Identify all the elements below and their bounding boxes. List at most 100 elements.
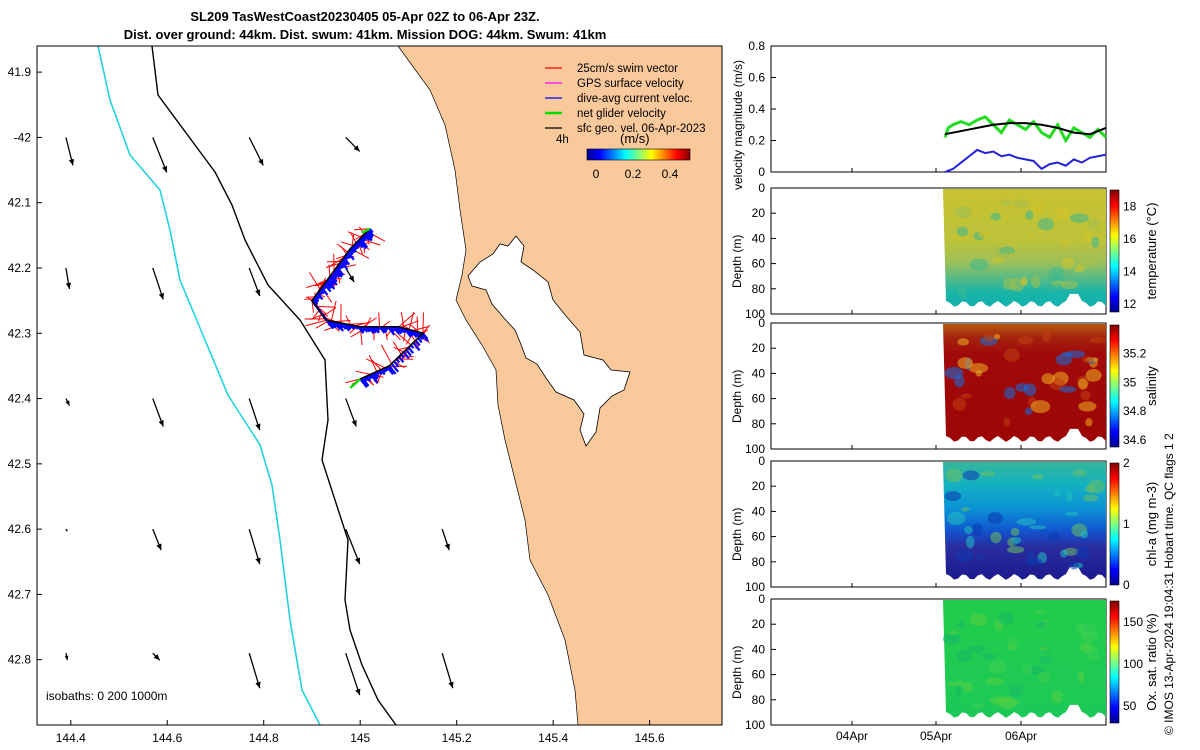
current-vector [65,137,75,166]
current-vector [345,136,361,152]
map-x-tick-label: 144.6 [152,731,182,745]
map-x-ticks: 144.4 144.6 144.8 145 145.2 145.4 145.6 [56,720,665,745]
legend-gps: GPS surface velocity [577,78,684,90]
current-vector [65,267,72,290]
current-vector [152,528,162,551]
map-y-tick-label: 42.4 [8,392,32,406]
current-vector [152,652,161,661]
map-y-tick-label: 42.3 [8,326,32,340]
heatmap-colorbar [1109,189,1120,313]
legend-dive: dive-avg current veloc. [577,93,693,105]
heatmap-colorbar [1109,324,1120,448]
current-vector [64,653,69,661]
heatmap-y-tick-label: 0 [758,316,765,330]
map-y-tick-label: -42 [14,130,32,144]
heatmap-y-tick-label: 60 [752,668,766,682]
colorbar-tick-0: 0 [593,167,600,181]
heatmap-y-tick-label: 0 [758,592,765,606]
current-vector [345,528,361,565]
heatmap-y-tick-label: 40 [752,642,766,656]
heatmap-y-tick-label: 60 [752,392,766,406]
coastline [397,45,579,726]
map-y-tick-label: 42.8 [8,653,32,667]
heatmap-y-tick-label: 100 [745,718,765,732]
net-velocity-arrow-start [361,227,371,234]
lake [467,235,631,447]
current-vector [248,267,261,297]
time-tick-2: 06Apr [1005,729,1037,743]
current-vector [248,652,261,689]
glider-track [304,226,431,389]
velocity-y-tick-label: 0.8 [748,39,765,53]
current-vector [345,267,355,283]
map-frame [36,45,723,726]
velocity-panel: 0 0.2 0.4 0.6 0.8 velocity magnitude (m/s) [731,39,1108,190]
current-vector [152,267,164,300]
velocity-series-line [944,122,1107,136]
isobath-200m [151,45,397,726]
heatmap-ylabel: Depth (m) [730,646,744,699]
colorbar-label: (m/s) [620,131,650,146]
legend-swim: 25cm/s swim vector [577,63,678,75]
current-vector [248,137,264,166]
heatmap-y-tick-label: 80 [752,282,766,296]
colorbar-tick-label: 34.8 [1123,404,1147,418]
current-vector [441,652,454,689]
chart-title-line1: SL209 TasWestCoast20230405 05-Apr 02Z to… [190,9,540,24]
speed-colorbar [586,148,691,161]
map-x-tick-label: 145 [350,731,370,745]
current-vector [248,528,261,565]
colorbar-tick-label: 35 [1123,375,1137,389]
time-tick-0: 04Apr [836,729,868,743]
time-axis: 04Apr 05Apr 06Apr [836,729,1037,743]
velocity-y-tick-label: 0.6 [748,71,765,85]
current-vector [248,398,261,431]
depth-heatmap-panel: 0 20 40 60 80 100 Depth (m) 34.6 34.8 35 35.2 salin… [730,316,1159,456]
velocity-series-line [943,115,1108,144]
heatmap-ylabel: Depth (m) [730,235,744,288]
colorbar-tick-label: 0 [1123,578,1130,592]
map-x-tick-label: 145.4 [538,731,568,745]
map-y-tick-label: 42.7 [8,587,32,601]
current-vector [152,398,164,427]
heatmap-colorbar [1109,600,1120,724]
heatmap-y-tick-label: 80 [752,555,766,569]
heatmap-data [943,600,1106,718]
legend-sfc: sfc geo. vel. 06-Apr-2023 [577,123,706,135]
velocity-series-line [944,148,1107,173]
legend-time-label: 4h [556,134,569,146]
heatmap-y-tick-label: 40 [752,231,766,245]
colorbar-tick-label: 14 [1123,264,1137,278]
map-y-tick-label: 42.5 [8,457,32,471]
heatmap-y-tick-label: 20 [752,206,766,220]
current-vector [345,398,357,427]
heatmap-y-tick-label: 0 [758,181,765,195]
velocity-y-ticks: 0 0.2 0.4 0.6 0.8 [748,39,776,179]
map-x-tick-label: 144.4 [56,731,86,745]
heatmap-y-tick-label: 100 [745,442,765,456]
colorbar-tick-label: 2 [1123,456,1130,470]
heatmap-ylabel: Depth (m) [730,508,744,561]
heatmap-y-tick-label: 40 [752,504,766,518]
colorbar-tick-label: 50 [1123,699,1137,713]
map-y-tick-label: 42.1 [8,196,32,210]
map-x-tick-label: 145.2 [442,731,472,745]
map-x-tick-label: 145.6 [635,731,665,745]
colorbar-tick-label: 18 [1123,199,1137,213]
heatmap-y-tick-label: 60 [752,257,766,271]
velocity-y-tick-label: 0 [758,165,765,179]
current-vector [441,528,450,551]
heatmap-y-tick-label: 100 [745,580,765,594]
depth-heatmap-panel: 0 20 40 60 80 100 Depth (m) 0 1 2 chl-a (mg m-3) [730,454,1159,594]
isobath-label: isobaths: 0 200 1000m [46,689,167,703]
colorbar-tick-label: 12 [1123,297,1137,311]
current-vector [65,398,71,406]
glider-path [310,228,425,380]
heatmap-y-tick-label: 20 [752,479,766,493]
colorbar-tick-label: 1 [1123,517,1130,531]
isobath-1000m [97,45,321,726]
depth-heatmap-panel: 0 20 40 60 80 100 Depth (m) 12 14 16 18 temperature… [730,181,1159,321]
time-tick-1: 05Apr [920,729,952,743]
